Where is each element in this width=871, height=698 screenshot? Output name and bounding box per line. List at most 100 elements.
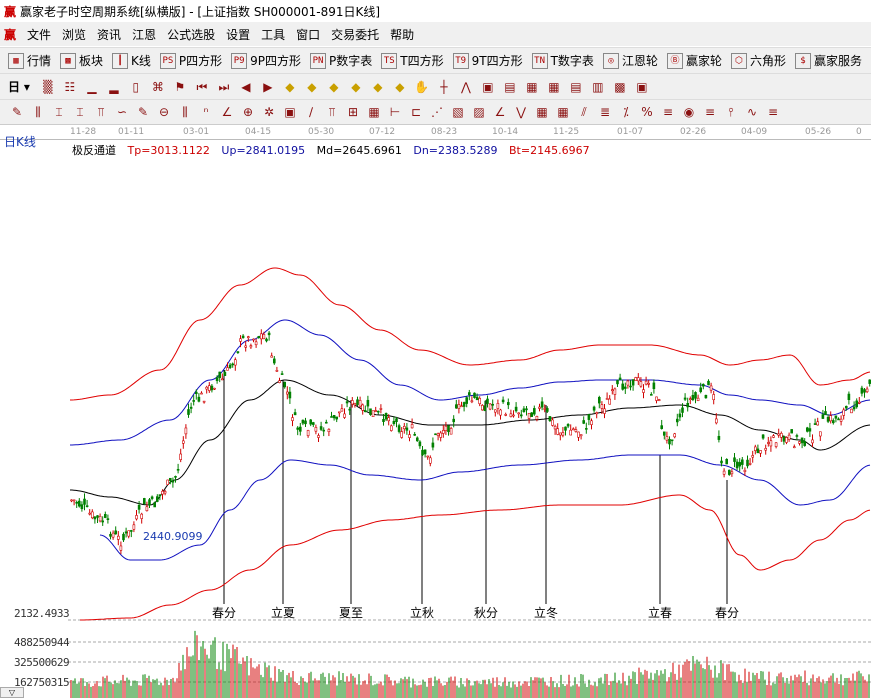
- bracket-icon[interactable]: ⊏: [410, 105, 422, 119]
- right-arrow-icon[interactable]: ◆: [307, 79, 317, 94]
- angle-icon[interactable]: ∠: [221, 105, 233, 119]
- candle: [195, 391, 198, 394]
- percent-slope-icon[interactable]: ⁒: [623, 105, 629, 119]
- n2-icon[interactable]: ⁿ: [203, 105, 209, 119]
- prev-icon[interactable]: ◀: [241, 79, 251, 94]
- range-icon[interactable]: ⊢: [389, 105, 401, 119]
- ruler-icon[interactable]: ▦: [368, 105, 380, 119]
- fib-icon[interactable]: ⫪: [97, 105, 105, 119]
- left-arrow-icon[interactable]: ◆: [285, 79, 295, 94]
- toolbar-button-p-square[interactable]: PS P四方形: [159, 52, 222, 69]
- percent-lines-icon[interactable]: ≡: [662, 105, 674, 119]
- menu-item[interactable]: 设置: [226, 27, 251, 42]
- gold-line2-icon[interactable]: ⌶: [76, 105, 84, 119]
- notes-icon[interactable]: ☷: [64, 79, 76, 94]
- target-icon[interactable]: ⊕: [242, 105, 254, 119]
- parallel-icon[interactable]: ⫼: [35, 105, 41, 119]
- box-icon[interactable]: ▣: [284, 105, 296, 119]
- crosshair-icon[interactable]: ┼: [440, 79, 448, 94]
- chart-3-icon[interactable]: ▁: [87, 79, 97, 94]
- speed-lines-icon[interactable]: ⫽: [581, 105, 587, 119]
- shrink-all-icon[interactable]: ◆: [395, 79, 405, 94]
- gold-line-icon[interactable]: ⌶: [55, 105, 63, 119]
- circle-icon[interactable]: ⊖: [158, 105, 170, 119]
- candle-type-icon[interactable]: ▯: [132, 79, 140, 94]
- pen-erase-icon[interactable]: ✎: [137, 105, 149, 119]
- menu-item[interactable]: 浏览: [62, 27, 87, 42]
- gann-box-icon[interactable]: ▧: [452, 105, 464, 119]
- gold-square-icon[interactable]: ≡: [767, 105, 779, 119]
- menu-item[interactable]: 帮助: [390, 27, 415, 42]
- candle: [156, 496, 159, 502]
- pen-icon[interactable]: ✎: [11, 105, 23, 119]
- next-icon[interactable]: ▶: [263, 79, 273, 94]
- shrink-h-icon[interactable]: ◆: [351, 79, 361, 94]
- calendar-icon[interactable]: ▦: [526, 79, 538, 94]
- cycle-icon[interactable]: ▤: [504, 79, 516, 94]
- report-icon[interactable]: ▤: [570, 79, 582, 94]
- analysis-icon[interactable]: ⌘: [151, 79, 164, 94]
- last-icon[interactable]: ⏭: [218, 79, 230, 94]
- toolbar-button-t-square[interactable]: TS T四方形: [381, 52, 444, 69]
- menu-item[interactable]: 公式选股: [167, 27, 216, 42]
- candle: [681, 407, 684, 413]
- toolbar-button-kline[interactable]: ┃ K线: [112, 52, 151, 69]
- lines-icon[interactable]: ⫼: [182, 105, 188, 119]
- menu-item[interactable]: 交易委托: [331, 27, 380, 42]
- navigation-toolbar: 日 ▾ ▒ ☷ ▁ ▂ ▯ ⌘ ⚑ ⏮ ⏭ ◀ ▶ ◆ ◆ ◆ ◆ ◆ ◆ ✋ ┼ ⋀ ▣ ▤ ▦ ▦ ▤ ▥ ▩ ▣: [0, 73, 871, 99]
- toolbar-button-winner-wheel[interactable]: Ⓑ 赢家轮: [666, 52, 722, 69]
- winner-icon[interactable]: ⊞: [347, 105, 359, 119]
- zigzag-icon[interactable]: ⋁: [516, 105, 526, 119]
- menu-item[interactable]: 工具: [261, 27, 286, 42]
- menu-item[interactable]: 窗口: [296, 27, 321, 42]
- flag-icon[interactable]: ⚑: [174, 79, 186, 94]
- toolbar-button-dollar[interactable]: $ 赢家服务: [794, 52, 862, 69]
- gold-circle-icon[interactable]: ◉: [683, 105, 695, 119]
- network-icon[interactable]: ▩: [614, 79, 626, 94]
- calculator-icon[interactable]: ▦: [548, 79, 560, 94]
- save-icon[interactable]: ▥: [592, 79, 604, 94]
- period-select[interactable]: 日 ▾: [8, 79, 30, 95]
- toolbar-button-sector-block[interactable]: ▩ 板块: [60, 52, 103, 69]
- grid2-icon[interactable]: ▦: [557, 105, 569, 119]
- expand-all-icon[interactable]: ◆: [373, 79, 383, 94]
- hand-icon[interactable]: ✋: [414, 79, 430, 94]
- percent-icon[interactable]: %: [641, 105, 653, 119]
- candle: [579, 434, 583, 437]
- menu-item[interactable]: 文件: [27, 27, 52, 42]
- toolbar-button-9p-square[interactable]: P9 9P四方形: [231, 52, 301, 69]
- percent-list-icon[interactable]: ≣: [599, 105, 611, 119]
- spiral-icon[interactable]: ∽: [116, 105, 128, 119]
- sine-icon[interactable]: ∿: [746, 105, 758, 119]
- star-icon[interactable]: ✲: [263, 105, 275, 119]
- god-icon[interactable]: ⫪: [328, 105, 336, 119]
- toolbar-button-quote-table[interactable]: ▦ 行情: [8, 52, 51, 69]
- toolbar-button-gann-wheel[interactable]: ◎ 江恩轮: [602, 52, 658, 69]
- gann-fan-icon[interactable]: ▨: [473, 105, 485, 119]
- toolbar-button-t-number-table[interactable]: TN T数字表: [531, 52, 594, 69]
- toolbar-button-p-number-table[interactable]: PN P数字表: [310, 52, 372, 69]
- expand-h-icon[interactable]: ◆: [329, 79, 339, 94]
- toolbar-button-hexagon[interactable]: ⬡ 六角形: [730, 52, 786, 69]
- line-draw-icon[interactable]: ⋀: [460, 79, 471, 94]
- candle: [478, 398, 482, 405]
- gold-lines-icon[interactable]: ≡: [704, 105, 716, 119]
- cycle-line-icon[interactable]: ⫯: [728, 105, 734, 119]
- angle-line-icon[interactable]: ∠: [494, 105, 506, 119]
- first-icon[interactable]: ⏮: [196, 79, 208, 94]
- candle: [127, 530, 130, 537]
- toolbar-button-9t-square[interactable]: T9 9T四方形: [452, 52, 523, 69]
- scroll-down-button[interactable]: ▽: [0, 687, 24, 698]
- kline-style-icon[interactable]: ▒: [43, 79, 53, 94]
- menu-item[interactable]: 江恩: [132, 27, 157, 42]
- trade-icon[interactable]: ▣: [636, 79, 648, 94]
- fan-icon[interactable]: ⋰: [431, 105, 443, 119]
- menu-item[interactable]: 资讯: [97, 27, 122, 42]
- grid-icon[interactable]: ▦: [536, 105, 548, 119]
- wave-icon[interactable]: ∕: [308, 105, 314, 119]
- chart-9-icon[interactable]: ▂: [109, 79, 119, 94]
- candle: [236, 351, 240, 353]
- candle: [699, 387, 703, 392]
- solar-term-icon[interactable]: ▣: [482, 79, 494, 94]
